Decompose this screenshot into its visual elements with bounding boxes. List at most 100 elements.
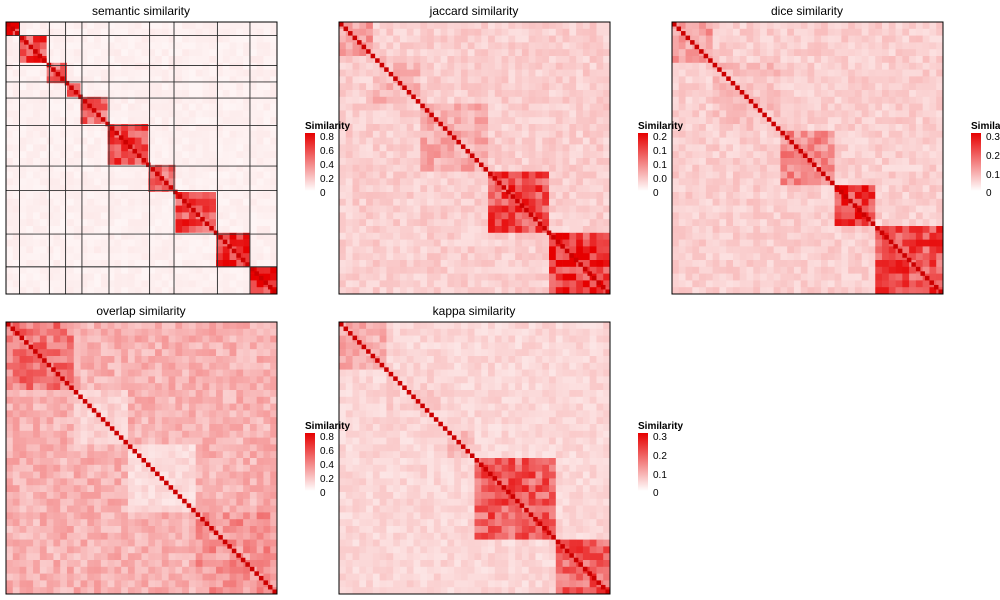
heatmap-cell xyxy=(420,253,428,261)
heatmap-diagonal-cell xyxy=(519,203,525,208)
heatmap-cell xyxy=(195,164,203,172)
heatmap-cell xyxy=(427,239,435,247)
heatmap-cell xyxy=(202,117,210,125)
heatmap-cell xyxy=(603,219,611,227)
heatmap-cell xyxy=(562,117,570,125)
heatmap-cell xyxy=(692,35,700,43)
heatmap-cell xyxy=(222,117,230,125)
heatmap-cell xyxy=(739,253,747,261)
heatmap-cell xyxy=(339,171,347,179)
heatmap-cell xyxy=(549,110,557,118)
heatmap-cell xyxy=(460,232,469,240)
heatmap-cell xyxy=(481,69,489,77)
heatmap-cell xyxy=(263,192,271,200)
heatmap-cell xyxy=(474,130,482,138)
heatmap-cell xyxy=(902,49,910,57)
heatmap-cell xyxy=(549,124,557,132)
heatmap-cell xyxy=(726,151,734,159)
heatmap-cell xyxy=(732,96,741,104)
heatmap-cell xyxy=(188,164,197,172)
heatmap-cell xyxy=(488,266,496,274)
heatmap-cell xyxy=(372,219,380,227)
heatmap-cell xyxy=(359,62,367,70)
heatmap-cell xyxy=(393,260,401,268)
heatmap-cell xyxy=(141,232,149,240)
heatmap-cell xyxy=(386,35,394,43)
heatmap-cell xyxy=(800,76,808,84)
heatmap-cell xyxy=(222,212,230,220)
heatmap-cell xyxy=(576,219,584,227)
heatmap-cell xyxy=(202,192,210,200)
heatmap-cell xyxy=(732,178,741,186)
heatmap-cell xyxy=(521,212,529,220)
heatmap-cell xyxy=(888,260,896,268)
heatmap-cell xyxy=(760,56,768,64)
heatmap-cell xyxy=(562,273,570,281)
heatmap-cell xyxy=(549,273,557,281)
heatmap-cell xyxy=(827,171,835,179)
heatmap-cell xyxy=(807,103,815,111)
heatmap-cell xyxy=(209,232,217,240)
heatmap-cell xyxy=(460,246,469,254)
heatmap-cell xyxy=(861,185,869,193)
heatmap-cell xyxy=(339,164,347,172)
heatmap-cell xyxy=(746,266,754,274)
heatmap-cell xyxy=(202,110,210,118)
heatmap-cell xyxy=(596,164,604,172)
heatmap-cell xyxy=(372,28,380,36)
heatmap-cell xyxy=(39,164,47,172)
heatmap-cell xyxy=(582,83,590,91)
heatmap-diagonal-cell xyxy=(191,207,196,213)
heatmap-cell xyxy=(195,22,203,30)
heatmap-cell xyxy=(134,83,142,91)
heatmap-cell xyxy=(882,22,890,30)
heatmap-cell xyxy=(494,110,502,118)
heatmap-cell xyxy=(542,62,550,70)
heatmap-cell xyxy=(841,144,849,152)
heatmap-cell xyxy=(895,260,903,268)
heatmap-cell xyxy=(155,246,163,254)
heatmap-cell xyxy=(379,117,387,125)
heatmap-cell xyxy=(413,49,421,57)
heatmap-cell xyxy=(814,137,822,145)
heatmap-cell xyxy=(848,90,856,98)
heatmap-cell xyxy=(263,124,271,132)
heatmap-cell xyxy=(685,185,693,193)
heatmap-cell xyxy=(433,22,441,30)
heatmap-cell xyxy=(345,124,353,132)
heatmap-cell xyxy=(60,130,68,138)
heatmap-cell xyxy=(454,158,462,166)
heatmap-cell xyxy=(549,205,557,213)
heatmap-cell xyxy=(427,22,435,30)
heatmap-cell xyxy=(256,103,264,111)
heatmap-cell xyxy=(841,130,849,138)
heatmap-cell xyxy=(114,35,122,43)
heatmap-cell xyxy=(521,226,529,234)
heatmap-cell xyxy=(549,158,557,166)
heatmap-cell xyxy=(406,28,414,36)
heatmap-cell xyxy=(87,117,95,125)
heatmap-cell xyxy=(195,90,203,98)
heatmap-cell xyxy=(141,212,149,220)
heatmap-cell xyxy=(406,83,414,91)
heatmap-cell xyxy=(393,219,401,227)
heatmap-cell xyxy=(787,96,795,104)
heatmap-cell xyxy=(699,280,707,288)
heatmap-cell xyxy=(936,137,944,145)
heatmap-diagonal-cell xyxy=(24,40,29,45)
heatmap-cell xyxy=(841,287,849,295)
heatmap-cell xyxy=(576,103,584,111)
heatmap-cell xyxy=(141,280,149,288)
heatmap-cell xyxy=(114,144,122,152)
heatmap-diagonal-cell xyxy=(429,112,434,118)
heatmap-cell xyxy=(39,28,47,36)
heatmap-cell xyxy=(359,185,367,193)
heatmap-cell xyxy=(440,22,448,30)
heatmap-cell xyxy=(107,42,115,50)
heatmap-cell xyxy=(249,212,257,220)
heatmap-cell xyxy=(922,49,930,57)
heatmap-cell xyxy=(26,232,34,240)
heatmap-diagonal-cell xyxy=(721,71,727,77)
heatmap-cell xyxy=(515,137,523,145)
heatmap-cell xyxy=(339,28,347,36)
